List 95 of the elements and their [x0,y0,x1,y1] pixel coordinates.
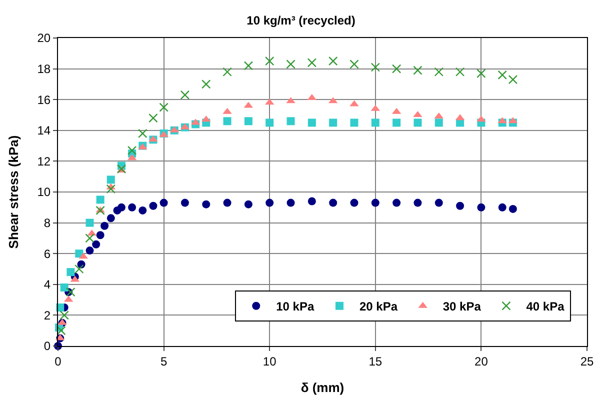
point [308,197,316,206]
point [66,288,76,297]
point [160,198,168,207]
point [202,80,211,89]
point [60,283,68,292]
point [128,203,136,212]
point [149,202,158,210]
chart-title: 10 kg/m³ (recycled) [246,13,356,28]
point [180,90,190,100]
point [106,176,115,184]
y-tick-label: 18 [37,62,51,76]
point [434,118,443,127]
point [350,198,358,207]
point [307,58,317,68]
point [60,310,69,320]
point [117,203,126,212]
point [74,264,84,274]
point [106,184,116,194]
point [456,202,464,210]
y-tick-label: 12 [37,154,51,168]
point [92,240,100,248]
point [434,67,444,76]
point [265,56,274,66]
y-axis-title: Shear stress (kPa) [6,135,22,249]
point [202,200,210,208]
y-tick-label: 16 [37,92,51,107]
point [180,198,189,207]
point [498,203,506,212]
point [413,66,422,75]
y-tick-label: 2 [44,308,51,322]
point [308,118,316,127]
point [222,67,232,76]
point [86,218,94,227]
point [498,70,507,80]
legend-label: 30 kPa [442,300,482,314]
point [244,61,254,70]
point [56,326,66,336]
point [328,56,338,66]
point [159,102,168,112]
point [66,268,75,276]
point [138,206,147,214]
point [286,198,295,207]
y-tick-label: 20 [37,31,51,46]
legend-label: 20 kPa [359,300,398,314]
point [477,203,486,212]
point [266,198,274,207]
point [244,200,252,208]
point [392,64,402,74]
point [414,118,422,127]
point [434,198,443,207]
point [138,128,148,138]
point [329,118,338,127]
x-tick-label: 5 [160,354,168,368]
x-tick-label: 10 [262,354,277,368]
point [329,198,338,207]
point [96,196,104,204]
point [350,118,358,127]
point [127,146,137,156]
point [286,60,296,69]
point [414,198,422,207]
point [148,113,158,123]
point [85,234,94,243]
x-tick-label: 25 [580,354,594,368]
point [96,206,105,216]
point [370,62,380,72]
x-tick-label: 20 [474,354,488,368]
point [476,68,486,78]
point [106,214,115,222]
point [266,118,274,127]
legend-label: 40 kPa [526,300,565,314]
point [100,222,109,230]
point [223,198,232,207]
point [508,204,517,213]
point [371,118,380,127]
legend-label: 10 kPa [276,300,314,314]
x-tick-label: 0 [54,354,62,368]
y-tick-label: 14 [37,124,51,138]
y-tick-label: 8 [44,216,51,230]
point [455,67,465,76]
point [223,117,232,126]
x-axis-title: δ (mm) [300,380,344,395]
point [392,198,401,207]
y-tick-label: 6 [44,246,51,261]
x-tick-label: 15 [368,354,382,368]
point [244,117,252,126]
point [350,60,359,69]
point [371,198,380,207]
y-tick-label: 10 [37,185,51,200]
y-tick-label: 4 [44,278,51,292]
point [96,231,104,240]
point [286,117,295,126]
point [392,118,401,127]
point [508,74,518,84]
point [86,246,94,255]
y-tick-label: 0 [44,339,51,354]
